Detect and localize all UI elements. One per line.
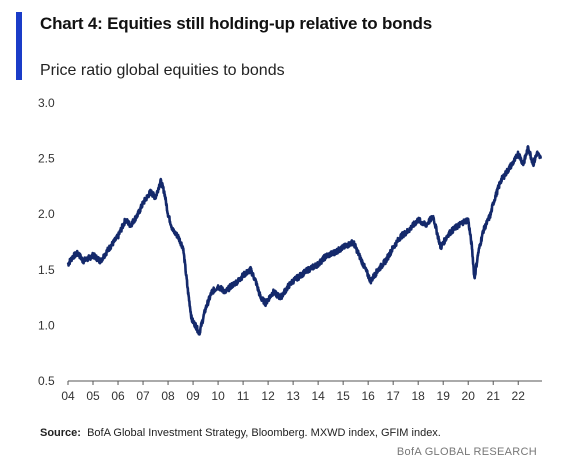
chart-title: Chart 4: Equities still holding-up relat… [40, 14, 432, 33]
y-tick-label: 2.5 [38, 152, 55, 166]
series-line [66, 145, 542, 336]
title-accent-bar [16, 12, 22, 80]
x-tick-label: 16 [361, 389, 375, 403]
source-label: Source: [40, 427, 81, 439]
x-tick-label: 04 [61, 389, 75, 403]
y-tick-label: 1.0 [38, 318, 55, 332]
x-tick-label: 06 [111, 389, 125, 403]
line-chart: 0.5 1.0 1.5 2.0 2.5 3.0 04 05 06 07 08 09 10 11 12 13 1… [38, 96, 542, 403]
x-tick-label: 15 [336, 389, 350, 403]
x-tick-label: 17 [386, 389, 400, 403]
x-tick-label: 19 [437, 389, 451, 403]
y-tick-label: 3.0 [38, 96, 55, 110]
x-tick-label: 14 [311, 389, 325, 403]
y-tick-label: 1.5 [38, 263, 55, 277]
x-tick-label: 21 [487, 389, 501, 403]
x-tick-label: 20 [462, 389, 476, 403]
x-tick-label: 08 [161, 389, 175, 403]
brand-label: BofA GLOBAL RESEARCH [396, 446, 537, 458]
x-tick-label: 13 [286, 389, 300, 403]
y-tick-label: 2.0 [38, 207, 55, 221]
x-tick-label: 05 [86, 389, 100, 403]
x-tick-label: 18 [412, 389, 426, 403]
x-tick-label: 12 [261, 389, 275, 403]
x-tick-label: 10 [211, 389, 225, 403]
x-tick-label: 11 [237, 389, 250, 403]
x-axis-ticks: 04 05 06 07 08 09 10 11 12 13 14 15 16 17 18 19 20 21 22 [61, 381, 525, 403]
x-tick-label: 22 [512, 389, 526, 403]
y-axis-ticks: 0.5 1.0 1.5 2.0 2.5 3.0 [38, 96, 55, 388]
y-tick-label: 0.5 [38, 374, 55, 388]
chart-subtitle: Price ratio global equities to bonds [40, 62, 285, 79]
x-tick-label: 09 [186, 389, 200, 403]
chart-series [66, 145, 542, 336]
source-note: Source: BofA Global Investment Strategy,… [40, 427, 441, 439]
x-tick-label: 07 [136, 389, 150, 403]
source-text: BofA Global Investment Strategy, Bloombe… [87, 427, 441, 439]
